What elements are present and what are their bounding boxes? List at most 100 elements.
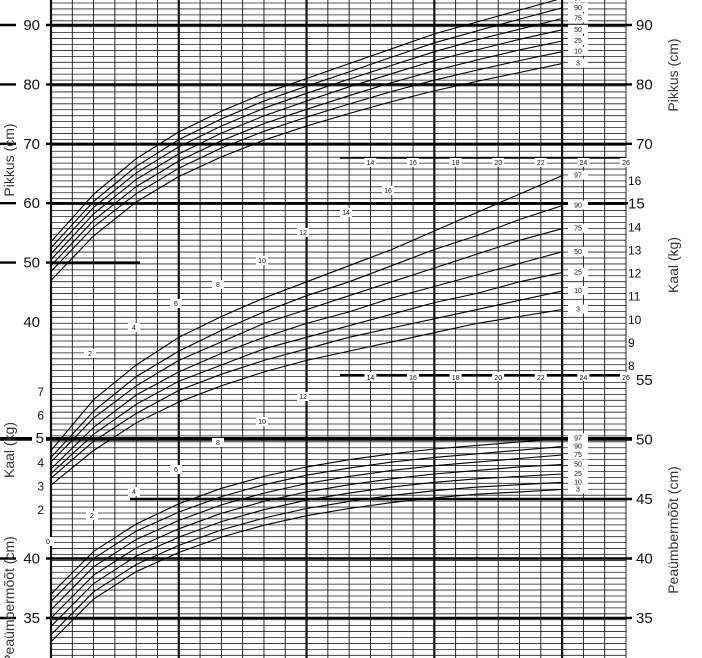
label-backdrop [628, 218, 650, 234]
month-tick: 20 [494, 160, 502, 167]
head-tick-right: 55 [636, 372, 653, 389]
label-backdrop [86, 511, 98, 520]
label-backdrop [568, 477, 588, 487]
label-backdrop [534, 372, 547, 381]
label-backdrop [32, 501, 46, 516]
weight-tick-right: 12 [628, 267, 642, 281]
length-percentile-curve [50, 17, 563, 255]
length-tick-right: 70 [636, 136, 653, 153]
weight-tick-left: 3 [37, 479, 44, 493]
head-tick-right: 40 [636, 551, 653, 568]
length-tick-left: 80 [23, 76, 40, 93]
head-percentile-curve [50, 446, 563, 602]
label-backdrop [632, 549, 662, 567]
length-tick-left: 70 [23, 136, 40, 153]
head-percentile-label: 25 [574, 471, 582, 478]
length-axis-title-left: Pikkus (cm) [1, 123, 17, 196]
label-backdrop [340, 208, 352, 217]
label-backdrop [568, 469, 588, 479]
label-backdrop [16, 194, 46, 212]
label-backdrop [628, 310, 650, 326]
month-tick-diagonal: 2 [88, 351, 92, 358]
tick-labels: 4050607080907080908910111213141516234567… [16, 0, 662, 627]
month-tick: 14 [367, 375, 375, 382]
label-backdrop [568, 24, 588, 34]
label-backdrop [620, 158, 632, 167]
length-percentile-label: 10 [574, 49, 582, 56]
weight-percentile-label: 10 [574, 288, 582, 295]
head-tick-right: 35 [636, 610, 653, 627]
label-backdrop [16, 313, 46, 330]
month-tick-diagonal: 6 [174, 467, 178, 474]
length-percentile-label: 3 [576, 61, 580, 68]
month-tick-diagonal: 10 [258, 419, 266, 426]
head-axis-title-left: Peaümbermõõt (cm) [1, 536, 17, 658]
label-backdrop [32, 430, 46, 446]
weight-tick-left: 7 [37, 385, 44, 399]
weight-percentile-curve [50, 272, 563, 475]
label-backdrop [628, 172, 650, 188]
month-tick-diagonal: 8 [216, 440, 220, 447]
month-tick: 24 [580, 375, 588, 382]
label-backdrop [628, 195, 650, 211]
label-backdrop [128, 323, 140, 332]
label-backdrop [42, 537, 54, 546]
month-tick-diagonal: 6 [174, 301, 178, 308]
weight-tick-right: 13 [628, 244, 642, 258]
label-backdrop [628, 333, 650, 349]
length-percentile-curve [50, 63, 563, 281]
label-backdrop [628, 357, 650, 372]
head-axis-title-right: Peaümbermõõt (cm) [665, 466, 681, 594]
weight-tick-left: 2 [37, 503, 44, 517]
head-percentile-label: 97 [574, 435, 582, 442]
month-tick-diagonal: 2 [90, 513, 94, 520]
weight-axis-title-right: Kaal (kg) [665, 237, 681, 293]
weight-axis-title-left: Kaal (kg) [1, 422, 17, 478]
label-backdrop [84, 349, 96, 358]
label-backdrop [632, 430, 662, 448]
weight-percentile-curve [50, 290, 563, 479]
label-backdrop [577, 372, 590, 381]
weight-percentile-curve [50, 251, 563, 470]
weight-percentile-curve [50, 309, 563, 486]
head-percentile-label: 75 [574, 452, 582, 459]
length-percentile-curve [50, 0, 559, 243]
length-tick-left: 50 [23, 255, 40, 272]
month-tick: 18 [452, 160, 460, 167]
label-backdrop [212, 280, 224, 289]
label-backdrop [212, 438, 224, 447]
weight-tick-right: 14 [628, 220, 642, 234]
length-tick-left: 60 [23, 195, 40, 212]
weight-tick-left: 5 [36, 430, 44, 447]
label-backdrop [534, 158, 547, 167]
label-backdrop [170, 465, 182, 474]
label-backdrop [364, 372, 377, 381]
label-backdrop [16, 253, 46, 271]
month-tick: 16 [409, 375, 417, 382]
weight-percentile-label: 90 [574, 203, 582, 210]
label-backdrop [16, 609, 46, 626]
percentile-curves [50, 0, 563, 643]
head-percentile-label: 90 [574, 444, 582, 451]
label-backdrop [632, 75, 662, 93]
label-backdrop [449, 158, 462, 167]
weight-tick-right: 8 [628, 359, 635, 373]
head-percentile-label: 3 [576, 486, 580, 493]
label-backdrop [32, 406, 46, 422]
label-backdrop [628, 264, 650, 280]
length-percentile-curve [50, 51, 563, 272]
label-backdrop [407, 158, 420, 167]
month-tick-diagonal: 4 [132, 325, 136, 332]
weight-percentile-label: 3 [576, 307, 580, 314]
label-backdrop [568, 2, 588, 12]
weight-tick-right: 9 [628, 336, 635, 350]
length-tick-right: 90 [636, 17, 653, 34]
month-tick: 22 [537, 375, 545, 382]
month-tick: 20 [494, 375, 502, 382]
weight-tick-right: 11 [628, 290, 641, 304]
length-percentile-label: 90 [574, 5, 582, 12]
label-backdrop [170, 299, 182, 308]
label-backdrop [568, 246, 588, 256]
head-percentile-curve [50, 488, 563, 643]
head-percentile-curve [50, 463, 563, 619]
